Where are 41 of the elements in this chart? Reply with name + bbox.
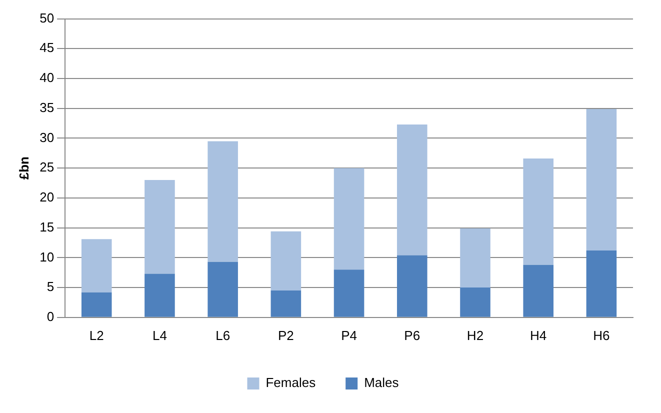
bar xyxy=(270,231,302,291)
bar xyxy=(81,239,112,292)
bar xyxy=(270,290,302,317)
bar xyxy=(208,141,238,262)
y-tick-label: 0 xyxy=(46,308,54,324)
y-tick-label: 20 xyxy=(40,190,54,205)
y-tick-label: 45 xyxy=(40,40,54,56)
x-tick-label: H2 xyxy=(466,328,484,343)
y-axis-title: £bn xyxy=(16,156,32,180)
x-tick-label: P4 xyxy=(341,328,357,343)
bar xyxy=(396,124,428,256)
y-tick-label: 10 xyxy=(40,249,54,264)
x-tick-label: H6 xyxy=(593,328,610,343)
x-tick-label: P2 xyxy=(278,328,294,343)
bar xyxy=(460,288,490,317)
bar xyxy=(396,255,428,317)
y-tick-label: 40 xyxy=(40,70,54,86)
legend-label: Females xyxy=(266,375,316,390)
x-tick-label: P6 xyxy=(404,328,420,343)
bar xyxy=(460,228,490,288)
y-tick-label: 35 xyxy=(40,100,54,115)
bar xyxy=(208,262,238,317)
y-tick-label: 15 xyxy=(40,219,54,234)
x-tick-label: L2 xyxy=(89,328,104,343)
bar xyxy=(334,270,364,317)
bar xyxy=(586,250,617,317)
bar xyxy=(523,264,554,317)
x-tick-label: L6 xyxy=(216,328,230,343)
bar xyxy=(144,180,175,274)
bar xyxy=(334,168,364,270)
y-tick-label: 30 xyxy=(40,130,54,145)
bar xyxy=(81,292,112,317)
y-tick-label: 50 xyxy=(40,10,54,26)
legend-label: Males xyxy=(364,375,400,390)
x-tick-label: H4 xyxy=(530,328,547,343)
x-tick-label: L4 xyxy=(152,328,167,343)
bar xyxy=(586,108,617,251)
y-tick-label: 25 xyxy=(40,160,54,175)
bar xyxy=(144,274,175,317)
bar xyxy=(523,158,554,265)
y-tick-label: 5 xyxy=(46,279,54,294)
